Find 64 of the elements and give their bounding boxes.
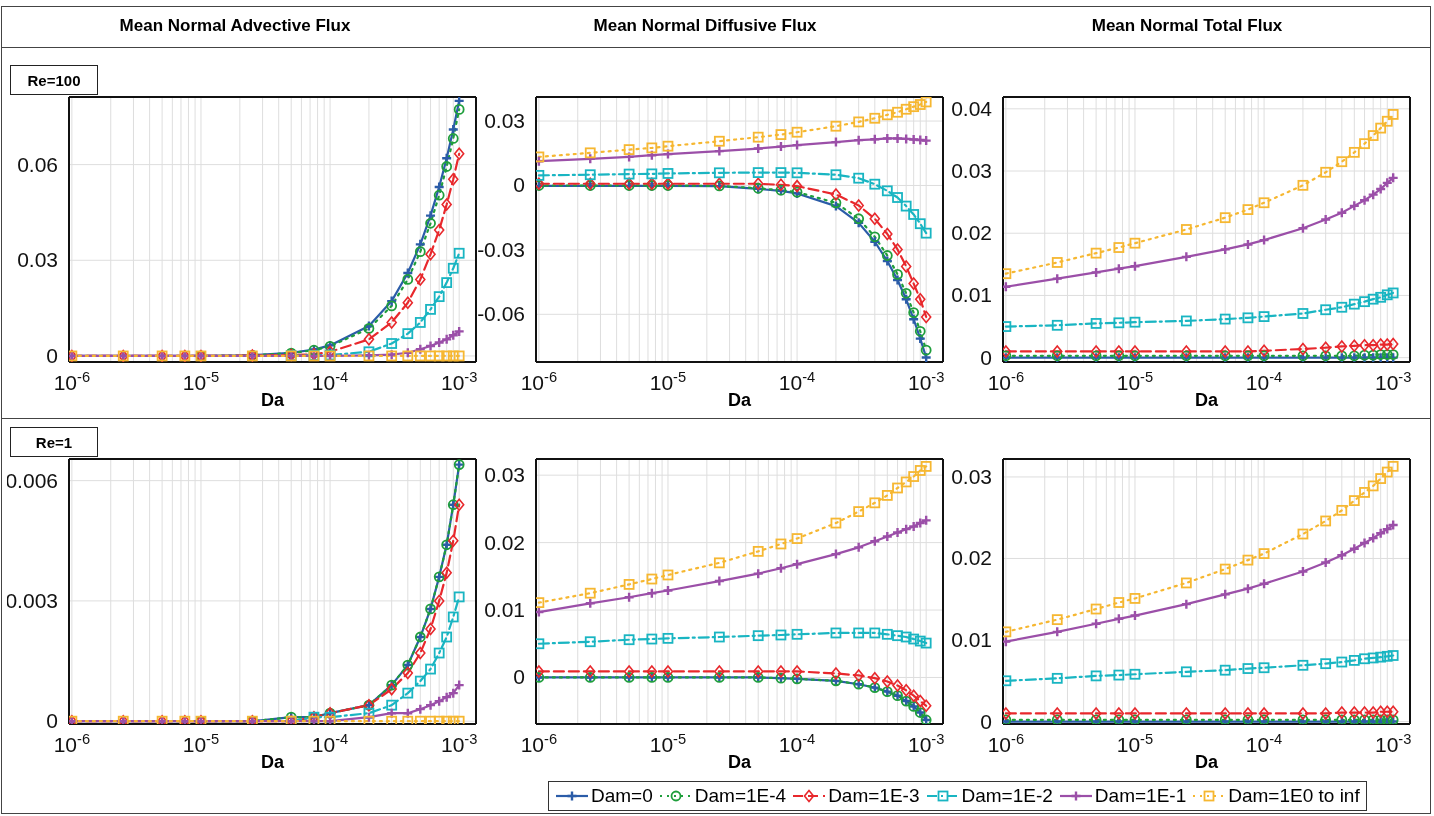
x-tick-label: 10$^{-5}$ [182,731,220,756]
x-tick-label: 10$^{-6}$ [53,731,91,756]
y-tick-label: 0 [513,665,525,689]
x-tick-label: 10$^{-6}$ [987,369,1025,394]
y-tick-label: 0 [980,709,992,733]
y-tick-label: 0.003 [5,588,58,612]
x-tick-label: 10$^{-5}$ [649,369,687,394]
x-axis-title: Da [260,752,284,772]
x-tick-label: 10$^{-3}$ [1374,731,1412,756]
y-tick-label: 0.02 [484,530,525,554]
x-tick-label: 10$^{-4}$ [1245,369,1283,394]
legend-label: Dam=1E-4 [694,785,787,807]
x-tick-label: 10$^{-4}$ [778,369,816,394]
x-tick-label: 10$^{-5}$ [1116,369,1154,394]
text: Re=1 [10,427,98,457]
x-tick-label: 10$^{-6}$ [987,731,1025,756]
x-axis-title: Da [727,390,751,410]
y-tick-label: 0.03 [484,463,525,487]
x-tick-label: 10$^{-4}$ [311,369,349,394]
y-tick-label: 0.06 [17,152,58,176]
y-tick-label: 0.02 [951,546,992,570]
y-tick-label: 0.006 [5,468,58,492]
y-tick-label: 0.03 [951,464,992,488]
x-tick-label: 10$^{-3}$ [907,369,945,394]
x-tick-label: 10$^{-4}$ [311,731,349,756]
legend-label: Dam=1E-3 [828,785,920,807]
x-tick-label: 10$^{-5}$ [649,731,687,756]
x-tick-label: 10$^{-3}$ [440,369,478,394]
y-tick-label: 0 [46,709,58,733]
y-tick-label: 0 [513,173,525,197]
x-tick-label: 10$^{-3}$ [907,731,945,756]
x-tick-label: 10$^{-6}$ [53,369,91,394]
y-tick-label: 0.04 [951,96,993,120]
y-tick-label: 0.02 [951,221,992,245]
x-tick-label: 10$^{-3}$ [440,731,478,756]
y-tick-label: 0 [46,343,58,367]
y-tick-label: 0.01 [484,598,525,622]
legend-label: Dam=1E0 to inf [1228,785,1360,807]
x-axis-title: Da [1194,390,1218,410]
chart-title: Mean Normal Diffusive Flux [592,16,818,36]
x-axis-title: Da [1194,752,1218,772]
x-tick-label: 10$^{-4}$ [778,731,816,756]
x-tick-label: 10$^{-4}$ [1245,731,1283,756]
chart-title: Mean Normal Advective Flux [118,16,352,36]
legend-label: Dam=0 [591,785,653,807]
x-axis-title: Da [260,390,284,410]
y-tick-label: -0.06 [477,302,525,326]
y-tick-label: 0.01 [951,283,992,307]
x-tick-label: 10$^{-5}$ [1116,731,1154,756]
legend-label: Dam=1E-2 [961,785,1053,807]
x-axis-title: Da [727,752,751,772]
legend-label: Dam=1E-1 [1094,785,1187,807]
y-tick-label: 0.03 [484,109,525,133]
y-tick-label: -0.03 [477,237,525,261]
x-tick-label: 10$^{-6}$ [520,731,558,756]
chart-title: Mean Normal Total Flux [1090,16,1284,36]
y-tick-label: 0.03 [17,248,58,272]
x-tick-label: 10$^{-6}$ [520,369,558,394]
y-tick-label: 0.01 [951,628,992,652]
x-tick-label: 10$^{-3}$ [1374,369,1412,394]
x-tick-label: 10$^{-5}$ [182,369,220,394]
y-tick-label: 0 [980,345,992,369]
text: Re=100 [10,65,98,95]
y-tick-label: 0.03 [951,159,992,183]
